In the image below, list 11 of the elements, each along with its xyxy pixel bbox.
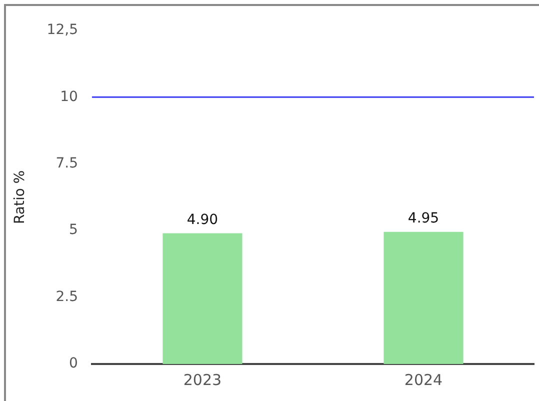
y-tick-label: 12,5 xyxy=(46,22,78,38)
x-tick-label: 2024 xyxy=(404,370,443,389)
data-label: 4.95 xyxy=(408,210,440,227)
data-label: 4.90 xyxy=(186,212,218,228)
y-axis-title: Ratio % xyxy=(12,170,28,224)
y-tick-label: 0 xyxy=(69,356,78,372)
y-tick-label: 5 xyxy=(69,222,78,238)
y-tick-label: 10 xyxy=(60,88,78,105)
y-tick-label: 7.5 xyxy=(56,155,78,172)
y-tick-label: 2.5 xyxy=(56,288,78,305)
x-tick-label: 2023 xyxy=(183,370,222,389)
